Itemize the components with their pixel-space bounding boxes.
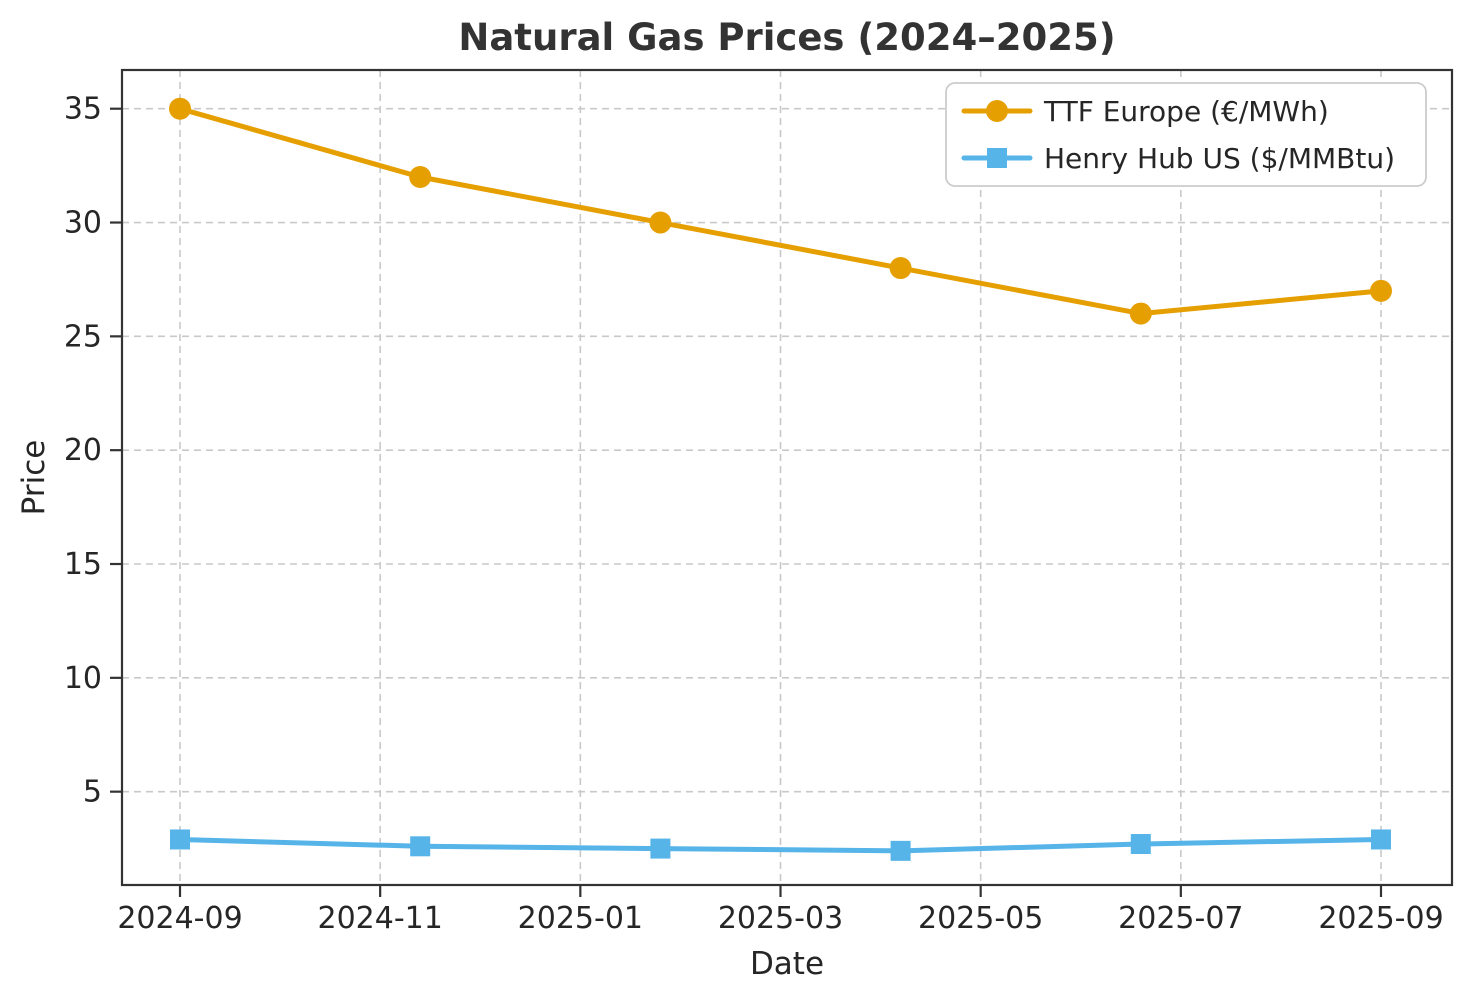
- x-tick-label: 2024-11: [317, 901, 442, 936]
- henry-hub-marker: [1130, 834, 1151, 855]
- y-tick-labels: 5 10 15 20 25 30 35: [64, 92, 102, 810]
- y-tick-label: 5: [83, 775, 102, 810]
- legend: TTF Europe (€/MWh) Henry Hub US ($/MMBtu): [945, 82, 1427, 187]
- x-tick-label: 2025-03: [718, 901, 843, 936]
- x-tick-labels: 2024-09 2024-11 2025-01 2025-03 2025-05 2025-…: [117, 901, 1443, 936]
- ttf-europe-marker: [649, 211, 672, 234]
- y-tick-label: 25: [64, 319, 102, 354]
- series-layer: [169, 97, 1392, 861]
- ttf-europe-line: [177, 106, 1384, 317]
- y-axis-label: Price: [16, 440, 52, 516]
- y-tick-label: 15: [64, 547, 102, 582]
- x-tick-label: 2025-09: [1318, 901, 1443, 936]
- x-tick-label: 2025-05: [918, 901, 1043, 936]
- henry-hub-legend-marker: [987, 148, 1007, 168]
- ttf-europe-legend-label: TTF Europe (€/MWh): [1043, 95, 1329, 128]
- y-tick-label: 10: [64, 661, 102, 696]
- ttf-europe-marker: [1129, 302, 1152, 325]
- ttf-europe-marker: [889, 257, 912, 280]
- henry-hub-marker: [650, 838, 671, 859]
- tick-marks: [110, 107, 1383, 897]
- henry-hub-marker: [170, 829, 190, 850]
- henry-hub-marker: [410, 836, 431, 857]
- henry-hub-line: [177, 836, 1384, 854]
- chart-title: Natural Gas Prices (2024–2025): [458, 16, 1115, 59]
- y-tick-label: 35: [64, 92, 102, 127]
- x-tick-label: 2025-01: [518, 901, 643, 936]
- y-tick-label: 20: [64, 433, 102, 468]
- ttf-europe-marker: [169, 97, 191, 120]
- henry-hub-marker: [1371, 829, 1391, 850]
- x-tick-label: 2025-07: [1118, 901, 1243, 936]
- ttf-europe-legend-marker: [986, 100, 1008, 122]
- ttf-europe-marker: [409, 165, 432, 188]
- legend-box: [945, 82, 1427, 187]
- plot-border: [120, 68, 1454, 887]
- plot-spines: [120, 68, 1454, 887]
- x-tick-label: 2024-09: [117, 901, 242, 936]
- y-tick-label: 30: [64, 206, 102, 241]
- henry-hub-legend-label: Henry Hub US ($/MMBtu): [1044, 142, 1395, 175]
- x-axis-label: Date: [750, 946, 824, 982]
- gridlines: [122, 70, 1452, 885]
- henry-hub-marker: [890, 840, 911, 861]
- ttf-europe-marker: [1370, 279, 1392, 302]
